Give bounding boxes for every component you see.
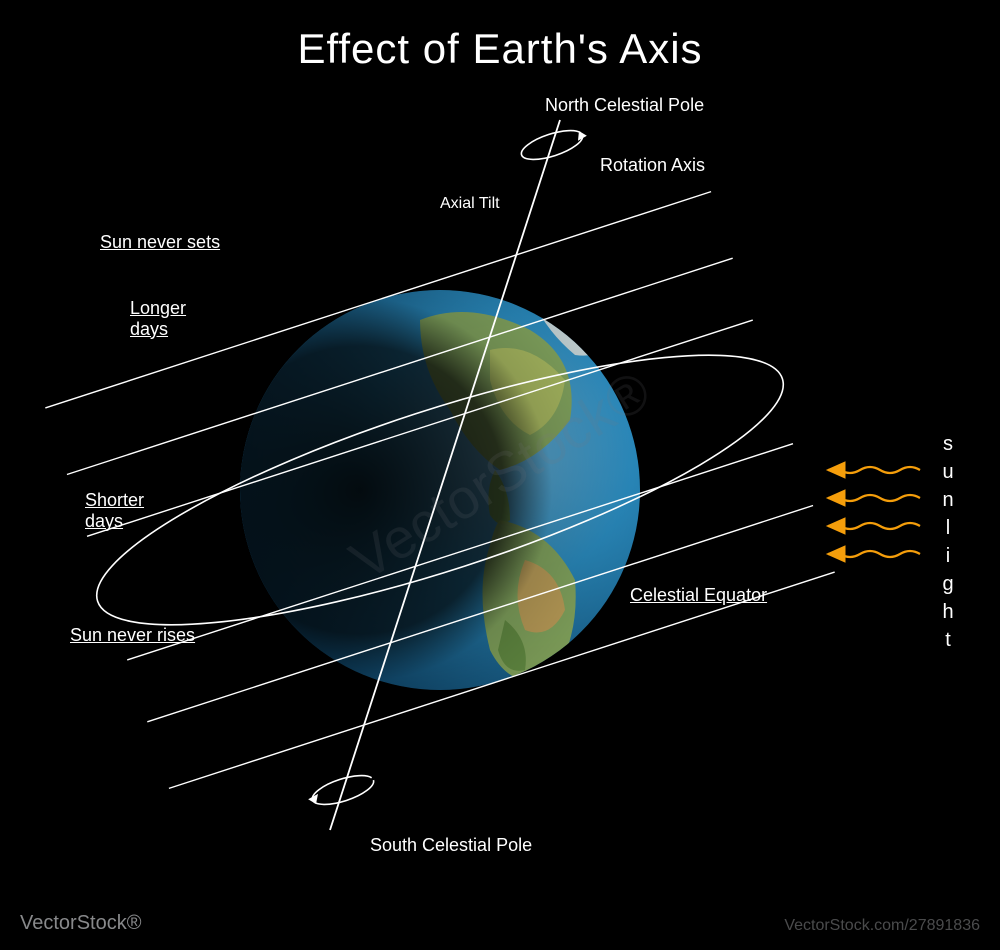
label-sun-never-sets: Sun never sets bbox=[100, 232, 220, 253]
watermark-left: VectorStock® bbox=[20, 912, 141, 935]
label-axial-tilt: Axial Tilt bbox=[440, 195, 500, 213]
label-sun-never-rises: Sun never rises bbox=[70, 625, 195, 646]
watermark-right: VectorStock.com/27891836 bbox=[784, 917, 980, 935]
label-shorter-days: Shorterdays bbox=[85, 490, 144, 531]
sunlight-arrows bbox=[828, 467, 920, 557]
rotation-indicator-north bbox=[518, 123, 589, 165]
label-longer-days: Longerdays bbox=[130, 298, 186, 339]
rotation-indicator-south bbox=[305, 770, 376, 812]
label-north-celestial-pole: North Celestial Pole bbox=[545, 95, 704, 116]
earth-axis-diagram bbox=[0, 0, 1000, 950]
label-celestial-equator: Celestial Equator bbox=[630, 585, 767, 606]
label-south-celestial-pole: South Celestial Pole bbox=[370, 835, 532, 856]
label-rotation-axis: Rotation Axis bbox=[600, 155, 705, 176]
label-sunlight: sunlight bbox=[940, 430, 960, 654]
